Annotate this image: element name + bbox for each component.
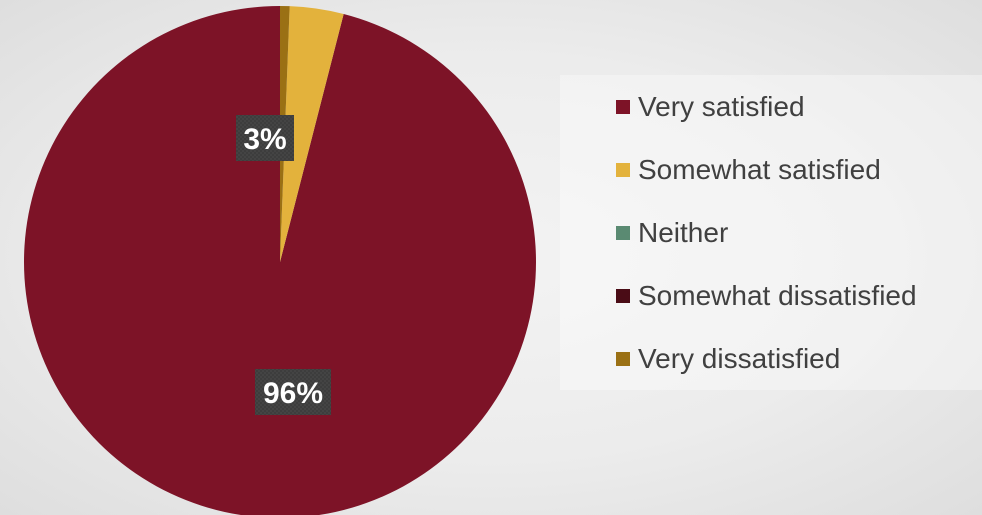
legend-swatch-very-satisfied xyxy=(616,100,630,114)
legend: Very satisfied Somewhat satisfied Neithe… xyxy=(560,75,982,390)
legend-swatch-very-dissatisfied xyxy=(616,352,630,366)
data-label-text: 96% xyxy=(263,377,323,410)
pie-slice-very-satisfied xyxy=(24,6,536,515)
legend-item-somewhat-dissatisfied: Somewhat dissatisfied xyxy=(616,280,917,312)
legend-label: Somewhat satisfied xyxy=(638,154,881,185)
legend-label: Neither xyxy=(638,217,729,248)
legend-item-somewhat-satisfied: Somewhat satisfied xyxy=(616,154,881,186)
legend-label: Very satisfied xyxy=(638,91,805,122)
legend-swatch-somewhat-satisfied xyxy=(616,163,630,177)
data-label-box xyxy=(255,369,331,415)
legend-item-very-dissatisfied: Very dissatisfied xyxy=(616,343,840,375)
data-label-very-satisfied: 96% xyxy=(255,369,331,415)
pie-slices xyxy=(24,6,536,515)
legend-item-very-satisfied: Very satisfied xyxy=(616,91,805,123)
legend-swatch-neither xyxy=(616,226,630,240)
legend-label: Very dissatisfied xyxy=(638,343,841,374)
legend-swatch-somewhat-dissatisfied xyxy=(616,289,630,303)
data-label-somewhat-satisfied: 3% xyxy=(236,115,294,161)
legend-label: Somewhat dissatisfied xyxy=(638,280,917,311)
data-label-text: 3% xyxy=(243,123,286,156)
pie-data-labels: 96% 3% xyxy=(236,115,331,415)
data-label-box xyxy=(236,115,294,161)
pie-slice-somewhat-satisfied xyxy=(280,6,344,262)
legend-item-neither: Neither xyxy=(616,217,728,249)
